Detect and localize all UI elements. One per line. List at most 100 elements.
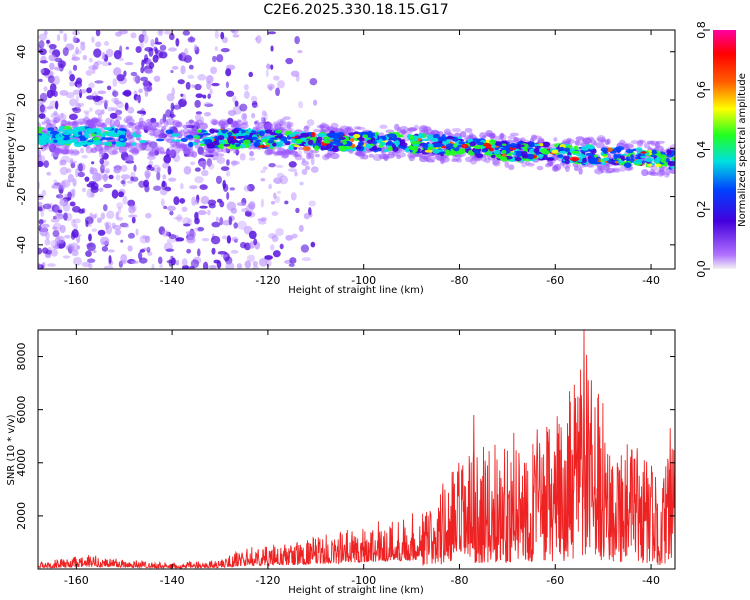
spectrogram-noise-blob (107, 249, 115, 253)
spectrogram-noise-blob (295, 207, 300, 214)
spectrogram-noise-blob (45, 249, 52, 255)
spectrogram-band-halo (418, 125, 429, 133)
spectrogram-noise-blob (232, 34, 240, 38)
spectrogram-band-core (362, 134, 368, 139)
spectrogram-noise-blob (275, 227, 284, 237)
spectrogram-noise-blob (165, 248, 175, 252)
spectrogram-noise-blob (89, 107, 93, 112)
spectrogram-noise-blob (165, 109, 172, 118)
spectrogram-noise-blob (69, 98, 77, 107)
spectrogram-band-halo (132, 146, 138, 152)
spectrogram-band-halo (507, 135, 517, 140)
spectrogram-band-halo (292, 153, 301, 158)
spectrogram-noise-blob (239, 241, 247, 249)
spectrogram-band-halo (134, 129, 142, 136)
spectrogram-band-halo (669, 144, 675, 149)
spectrogram-noise-blob (175, 237, 185, 242)
spectrogram-band-halo (232, 121, 238, 128)
spectrogram-band-core (155, 138, 165, 142)
spectrogram-noise-blob (48, 54, 57, 62)
spectrogram-band-halo (117, 124, 124, 129)
spectrogram-band-halo (105, 117, 112, 125)
spectrogram-noise-blob (72, 256, 83, 266)
spectrogram-band-halo (305, 152, 312, 160)
spectrogram-band-core (671, 156, 675, 161)
spectrogram-noise-blob (96, 217, 102, 224)
spectrogram-noise-blob (216, 156, 226, 164)
snr-x-tick-label: -120 (255, 574, 280, 587)
spectrogram-band-core (217, 135, 225, 141)
spectrogram-noise-blob (301, 168, 308, 176)
spectrogram-band-halo (243, 120, 249, 125)
spectrogram-noise-blob (285, 234, 294, 241)
spectrogram-noise-blob (180, 93, 184, 97)
spectrogram-noise-blob (111, 222, 116, 229)
spectrogram-noise-blob (140, 66, 145, 74)
spectrogram-band-halo (182, 124, 190, 129)
spectrogram-band-core (272, 142, 277, 147)
spectrogram-noise-blob (271, 211, 279, 216)
spectrogram-noise-blob (162, 174, 167, 180)
spectrogram-noise-blob (148, 61, 155, 69)
spectrogram-noise-blob (59, 198, 69, 207)
spectrogram-band-core (481, 149, 488, 153)
spectrogram-noise-blob (50, 248, 58, 257)
spectrogram-noise-blob (49, 62, 55, 70)
spectrogram-noise-blob (63, 33, 68, 43)
spectrogram-band-halo (137, 137, 142, 141)
spectrogram-band-core (165, 129, 174, 135)
spectrogram-band-halo (171, 143, 179, 148)
spectrogram-band-core (473, 145, 482, 150)
spectrogram-band-core (355, 146, 362, 150)
spectrogram-band-core (118, 134, 126, 140)
spectrogram-band-halo (130, 146, 139, 154)
spectrogram-noise-blob (208, 203, 216, 209)
spectrogram-band-core (433, 133, 440, 139)
spectrogram-noise-blob (175, 259, 180, 266)
spectrogram-band-core (301, 141, 306, 145)
spectrogram-noise-blob (183, 153, 190, 157)
spectrogram-band-halo (468, 132, 474, 140)
spectrogram-band-core (77, 126, 86, 132)
spectrogram-band-core (564, 158, 570, 165)
spectrogram-band-core (441, 151, 446, 154)
spectrogram-noise-blob (290, 192, 297, 201)
spectrogram-noise-blob (57, 182, 62, 191)
spectrogram-noise-blob (144, 235, 151, 243)
spectrogram-noise-blob (210, 66, 218, 75)
spectrogram-band-halo (379, 124, 388, 129)
spectrogram-noise-blob (208, 163, 215, 170)
spectrogram-band-halo (612, 167, 620, 172)
spectrogram-noise-blob (80, 41, 86, 45)
spectrogram-band-core (387, 146, 393, 152)
spectrogram-band-core (62, 129, 72, 136)
spectrogram-band-core (333, 140, 341, 145)
spectrogram-band-core (353, 133, 361, 139)
spectrogram-noise-blob (289, 257, 297, 264)
spectrogram-noise-blob (71, 229, 79, 238)
spectrogram-band-halo (574, 166, 580, 172)
spectrogram-band-core (292, 131, 300, 135)
spectrogram-noise-blob (68, 70, 73, 76)
spectrogram-band-halo (242, 122, 247, 126)
spectrogram-band-core (53, 139, 58, 143)
spectrogram-noise-blob (88, 222, 92, 228)
spectrogram-noise-blob (83, 110, 90, 114)
spectrogram-band-halo (144, 126, 154, 131)
spectrogram-noise-blob (115, 174, 121, 181)
spectrogram-noise-blob (120, 239, 124, 243)
spectrogram-noise-blob (88, 57, 93, 63)
spectrogram-noise-blob (38, 161, 44, 167)
spectrogram-noise-blob (130, 32, 137, 39)
spectrogram-band-halo (45, 123, 54, 129)
spectrogram-noise-blob (226, 117, 234, 125)
spectrogram-band-core (357, 141, 365, 146)
spectrogram-band-halo (504, 160, 510, 168)
spectrogram-noise-blob (38, 201, 43, 205)
spectrogram-band-core (47, 127, 55, 132)
spectrogram-noise-blob (201, 169, 209, 177)
spectrogram-band-core (602, 157, 610, 162)
spectrogram-noise-blob (251, 112, 256, 119)
spectrogram-noise-blob (86, 242, 96, 252)
spectrogram-band-halo (574, 139, 583, 146)
